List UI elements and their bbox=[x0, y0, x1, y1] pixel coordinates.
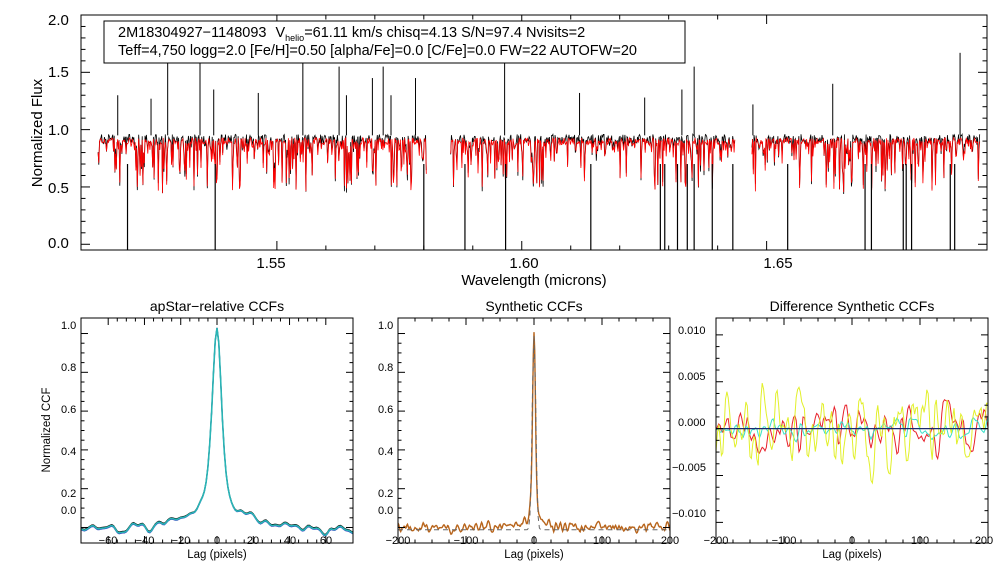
ytick-label: 1.0 bbox=[378, 320, 393, 332]
star-id: 2M18304927−1148093 bbox=[118, 25, 267, 41]
ytick-label: 0.6 bbox=[378, 404, 393, 416]
apstar-ccf-plot-area bbox=[81, 327, 353, 537]
v-helio-subscript: helio bbox=[285, 33, 304, 43]
ytick-label: 0.005 bbox=[678, 371, 706, 383]
synthetic-ccf-fit-line bbox=[398, 335, 670, 531]
ytick-label: 2.0 bbox=[48, 12, 69, 29]
ytick-label: 0.000 bbox=[678, 417, 706, 429]
spectrum-plot-area bbox=[97, 26, 981, 250]
info-line-1: 2M18304927−1148093 Vhelio=61.11 km/s chis… bbox=[118, 25, 585, 43]
spectrum-ticks bbox=[81, 14, 987, 250]
apstar-ccf-line bbox=[81, 327, 353, 536]
difference-ccf-x-axis-label: Lag (pixels) bbox=[822, 549, 882, 561]
xtick-label: 20 bbox=[247, 535, 259, 547]
ytick-label: 0.2 bbox=[61, 488, 76, 500]
synthetic-ccf-x-axis-label: Lag (pixels) bbox=[504, 549, 564, 561]
xtick-label: 100 bbox=[911, 535, 929, 547]
apstar-ccf-y-axis-label: Normalized CCF bbox=[41, 388, 53, 473]
xtick-label: −40 bbox=[136, 535, 155, 547]
xtick-label: 200 bbox=[975, 535, 993, 547]
xtick-label: 1.65 bbox=[763, 255, 792, 272]
synthetic-ccf-panel: Synthetic CCFs Lag (pixels) 1.0 0.8 0.6 … bbox=[378, 298, 679, 561]
ytick-label: 0.6 bbox=[61, 404, 76, 416]
difference-ccf-plot-area bbox=[716, 382, 988, 485]
xtick-label: 200 bbox=[661, 535, 679, 547]
xtick-label: 1.60 bbox=[509, 255, 538, 272]
spectrum-info-box: 2M18304927−1148093 Vhelio=61.11 km/s chis… bbox=[103, 20, 686, 64]
synthetic-ccf-ticks bbox=[397, 318, 671, 543]
difference-ccf-ticks bbox=[715, 318, 989, 543]
xtick-label: −60 bbox=[99, 535, 118, 547]
apstar-ccf-line bbox=[81, 327, 353, 537]
v-helio-symbol: V bbox=[276, 25, 286, 41]
ytick-label: −0.010 bbox=[672, 508, 706, 520]
model-spectrum-line bbox=[751, 136, 981, 193]
model-spectrum-line bbox=[450, 136, 736, 190]
xtick-label: 0 bbox=[214, 535, 220, 547]
xtick-label: 1.55 bbox=[256, 255, 285, 272]
info-line-2: Teff=4,750 logg=2.0 [Fe/H]=0.50 [alpha/F… bbox=[118, 43, 637, 59]
difference-ccf-title: Difference Synthetic CCFs bbox=[770, 298, 935, 314]
ytick-label: 1.0 bbox=[48, 122, 69, 139]
xtick-label: −200 bbox=[704, 535, 729, 547]
xtick-label: 0 bbox=[531, 535, 537, 547]
apstar-ccf-x-axis-label: Lag (pixels) bbox=[187, 549, 247, 561]
apstar-ccf-panel: apStar−relative CCFs Lag (pixels) Normal… bbox=[41, 298, 354, 561]
xtick-label: −100 bbox=[454, 535, 479, 547]
xtick-label: 0 bbox=[849, 535, 855, 547]
xtick-label: −200 bbox=[386, 535, 411, 547]
synthetic-ccf-line bbox=[398, 332, 670, 536]
spectrum-axes-frame bbox=[80, 14, 988, 251]
ytick-label: 0.0 bbox=[48, 235, 69, 252]
difference-ccf-panel: Difference Synthetic CCFs Lag (pixels) 0… bbox=[672, 298, 993, 561]
apstar-ccf-line bbox=[81, 327, 353, 535]
ytick-label: 0.4 bbox=[61, 446, 76, 458]
synthetic-ccf-title: Synthetic CCFs bbox=[485, 298, 582, 314]
ytick-label: 1.5 bbox=[48, 64, 69, 81]
xtick-label: 60 bbox=[320, 535, 332, 547]
apstar-ccf-axes-frame bbox=[80, 317, 354, 544]
xtick-label: −100 bbox=[772, 535, 797, 547]
synthetic-ccf-plot-area bbox=[398, 332, 670, 536]
xtick-label: 100 bbox=[593, 535, 611, 547]
ytick-label: 0.8 bbox=[378, 362, 393, 374]
ytick-label: 0.010 bbox=[678, 325, 706, 337]
spectrum-x-axis-label: Wavelength (microns) bbox=[461, 272, 606, 289]
model-spectrum-line bbox=[97, 136, 427, 194]
difference-ccf-line bbox=[716, 382, 988, 485]
ytick-label: −0.005 bbox=[672, 462, 706, 474]
apstar-ccf-title: apStar−relative CCFs bbox=[150, 298, 284, 314]
ytick-label: 0.8 bbox=[61, 362, 76, 374]
spectrum-panel: 2.0 1.5 1.0 0.5 0.0 1.55 1.60 1.65 Wavel… bbox=[29, 12, 988, 289]
apstar-ccf-ticks bbox=[81, 318, 353, 543]
info-box-frame bbox=[103, 20, 686, 64]
ytick-label: 0.5 bbox=[48, 180, 69, 197]
ytick-label: 1.0 bbox=[61, 320, 76, 332]
ytick-label: 0.0 bbox=[61, 505, 76, 517]
xtick-label: −20 bbox=[172, 535, 191, 547]
spectrum-y-axis-label: Normalized Flux bbox=[29, 78, 46, 187]
ytick-label: 0.0 bbox=[378, 505, 393, 517]
ytick-label: 0.2 bbox=[378, 488, 393, 500]
info-line-1-values: =61.11 km/s chisq=4.13 S/N=97.4 Nvisits=… bbox=[304, 25, 585, 41]
xtick-label: 40 bbox=[284, 535, 296, 547]
ytick-label: 0.4 bbox=[378, 446, 393, 458]
